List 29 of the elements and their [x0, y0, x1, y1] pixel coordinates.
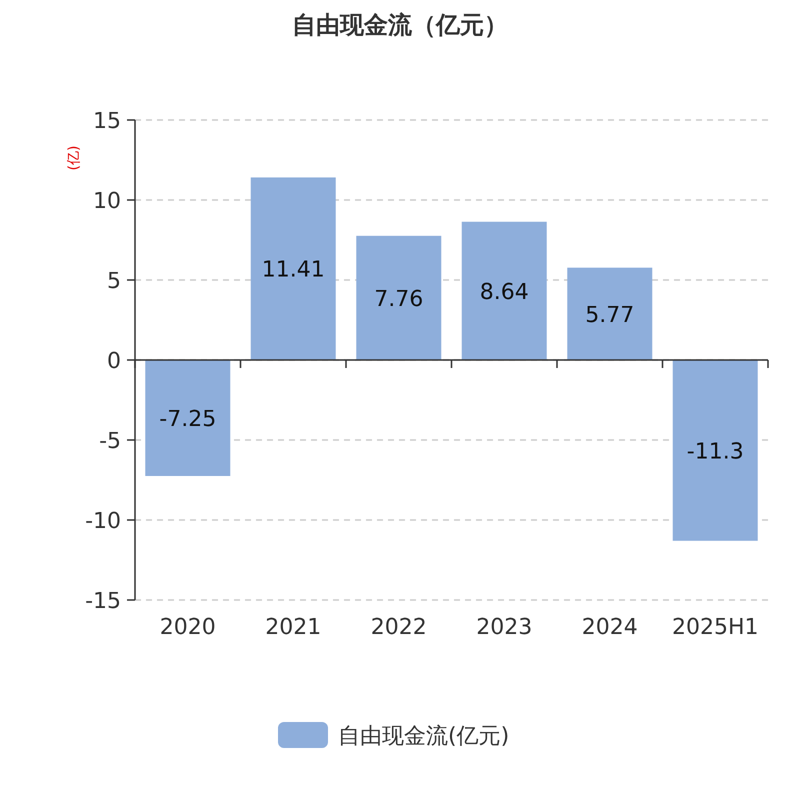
legend: 自由现金流(亿元) — [278, 722, 510, 749]
chart-title: 自由现金流（亿元） — [292, 11, 508, 39]
bar — [145, 360, 230, 476]
data-label: 7.76 — [374, 286, 424, 312]
bar — [567, 268, 652, 360]
bar — [356, 236, 442, 360]
data-label: 5.77 — [585, 302, 634, 328]
y-tick-label: -10 — [85, 509, 121, 534]
y-tick-label: 0 — [107, 349, 121, 374]
y-tick-label: 15 — [93, 109, 121, 134]
y-tick-label: -15 — [85, 589, 121, 614]
bar — [250, 177, 336, 360]
y-tick-label: 5 — [107, 269, 121, 294]
x-tick-label: 2022 — [370, 615, 427, 640]
x-tick-label: 2021 — [265, 615, 322, 640]
y-tick-label: 10 — [93, 189, 121, 214]
legend-label: 自由现金流(亿元) — [338, 724, 510, 749]
x-tick-label: 2025H1 — [672, 615, 759, 640]
data-label: -7.25 — [159, 407, 216, 432]
x-tick-label: 2020 — [160, 615, 216, 640]
y-tick-label: -5 — [99, 429, 121, 454]
x-tick-label: 2024 — [582, 615, 638, 640]
x-tick-label: 2023 — [476, 615, 532, 640]
data-label: -11.3 — [686, 439, 744, 464]
bar — [672, 360, 758, 541]
data-label: 11.41 — [262, 258, 325, 283]
bar — [462, 222, 547, 360]
data-label: 8.64 — [480, 280, 529, 305]
y-axis-title: (亿) — [66, 146, 82, 170]
